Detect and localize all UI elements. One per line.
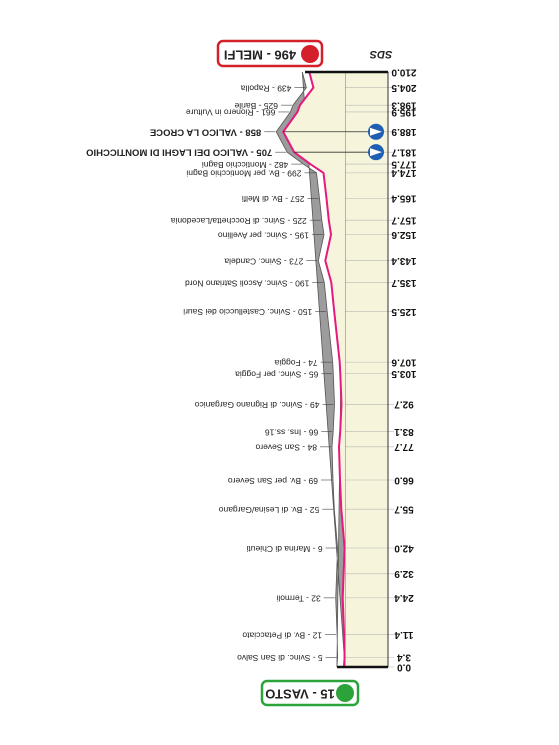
km-tick-label: 11.4	[394, 629, 413, 640]
km-tick-label: 3.4	[397, 652, 411, 663]
place-label: 66 - Ins. ss.16	[265, 427, 319, 437]
climb-arrow	[370, 148, 382, 157]
place-label: 195 - Svinc. per Avellino	[218, 230, 309, 240]
place-label: 439 - Rapolla	[241, 83, 292, 93]
place-label: 273 - Svinc. Candela	[224, 256, 303, 266]
km-tick-label: 157.7	[391, 215, 416, 226]
km-tick-label: 181.7	[391, 147, 416, 158]
place-label: 12 - Bv. di Petacciato	[242, 630, 322, 640]
place-label: 74 - Foggia	[274, 358, 317, 368]
km-tick-label: 32.9	[394, 568, 414, 579]
profile-fill	[283, 72, 388, 667]
km-tick-label: 0.0	[397, 661, 411, 672]
place-label: 5 - Svinc. di San Salvo	[237, 653, 323, 663]
km-tick-label: 77.7	[394, 441, 414, 452]
place-label: 65 - Svinc. per Foggia	[235, 370, 318, 380]
km-tick-label: 143.4	[391, 255, 416, 266]
km-tick-label: 165.4	[391, 193, 416, 204]
place-label: 299 - Bv. per Monticchio Bagni	[186, 169, 301, 179]
place-label: 6 - Marina di Chieuti	[246, 544, 322, 554]
profile-line	[282, 71, 346, 668]
km-tick-label: 103.5	[391, 368, 416, 379]
start-box	[260, 679, 360, 707]
finish-icon	[301, 45, 319, 63]
place-label: 482 - Monticchio Bagni	[202, 160, 289, 170]
km-tick-label: 55.7	[394, 504, 414, 515]
km-tick-label: 125.5	[391, 306, 416, 317]
place-label: 49 - Svinc. di Rignano Garganico	[194, 400, 319, 410]
km-tick-label: 107.6	[391, 356, 416, 367]
km-tick-label: 24.4	[394, 592, 414, 603]
profile-fill-inner	[283, 72, 345, 667]
start-icon	[336, 684, 354, 702]
place-label: 32 - Termoli	[276, 594, 320, 604]
place-label: 858 - VALICO LA CROCE	[150, 126, 261, 137]
place-label: 625 - Barile	[234, 101, 278, 111]
km-tick-label: 188.9	[391, 126, 416, 137]
climb-arrow	[370, 127, 382, 136]
start-label: 15 - VASTO	[265, 687, 335, 702]
km-tick-label: 66.0	[394, 474, 414, 485]
logo: SDS	[369, 48, 392, 60]
km-tick-label: 92.7	[394, 399, 414, 410]
km-tick-label: 210.0	[391, 66, 416, 77]
place-label: 190 - Svinc. Ascoli Satriano Nord	[185, 278, 310, 288]
km-tick-label: 42.0	[394, 542, 414, 553]
km-tick-label: 135.7	[391, 277, 416, 288]
km-tick-label: 177.5	[391, 158, 416, 169]
place-label: 69 - Bv. per San Severo	[228, 476, 318, 486]
finish-label: 496 - MELFI	[224, 48, 296, 63]
place-label: 52 - Bv. di Lesina/Gargano	[218, 505, 319, 515]
finish-box	[216, 39, 324, 68]
place-label: 84 - San Severo	[255, 443, 317, 453]
km-tick-label: 83.1	[394, 426, 414, 437]
km-tick-label: 204.5	[391, 82, 416, 93]
km-tick-label: 195.9	[391, 106, 416, 117]
km-tick-label: 152.6	[391, 229, 416, 240]
place-label: 705 - VALICO DEI LAGHI DI MONTICCHIO	[86, 147, 272, 158]
place-label: 225 - Svinc. di Rocchetta/Lacedonia	[170, 216, 306, 226]
place-label: 661 - Rionero in Vulture	[186, 108, 276, 118]
place-label: 150 - Svinc. Castelluccio dei Sauri	[183, 307, 312, 317]
profile-layer: 0.03.4 11.4 24.4 32.9 42.0 55.7 66.0 77.7 83.1 92…	[86, 66, 416, 672]
km-tick-label: 198.3	[391, 100, 416, 111]
place-label: 257 - Bv. di Melfi	[242, 194, 305, 204]
km-tick-label: 174.4	[391, 167, 416, 178]
